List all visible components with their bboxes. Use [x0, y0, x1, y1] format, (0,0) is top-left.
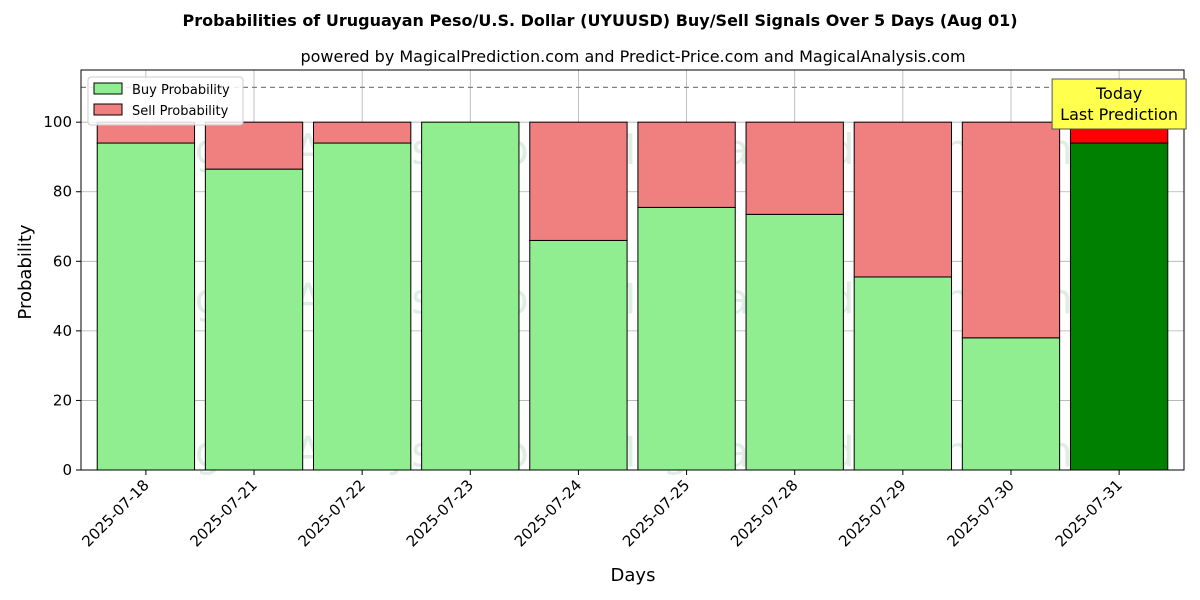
buy-bar: [961, 337, 1061, 471]
buy-bar: [745, 213, 844, 471]
y-tick-label: 100: [43, 113, 72, 131]
buy-bar: [204, 168, 304, 471]
y-axis-label: Probability: [15, 224, 36, 319]
y-tick-label: 0: [62, 461, 72, 479]
bars-layer: [96, 121, 1169, 471]
sell-bar: [961, 121, 1061, 339]
x-tick-label: 2025-07-24: [511, 476, 585, 550]
x-tick-label: 2025-07-29: [835, 476, 909, 550]
buy-bar: [637, 206, 736, 471]
buy-bar: [853, 276, 953, 471]
y-tick-label: 20: [53, 391, 72, 409]
y-tick-label: 60: [53, 252, 72, 270]
buy-bar: [1069, 142, 1169, 471]
legend: Buy Probability Sell Probability: [87, 76, 244, 126]
x-tick-label: 2025-07-28: [727, 476, 801, 550]
legend-swatch-buy: [93, 82, 123, 95]
x-tick-label: 2025-07-21: [186, 476, 260, 550]
x-tick-label: 2025-07-25: [619, 476, 693, 550]
y-tick-label: 80: [53, 183, 72, 201]
x-axis-label: Days: [611, 565, 656, 586]
today-annotation: Today Last Prediction: [1051, 78, 1187, 130]
sell-bar: [637, 121, 736, 208]
sell-bar: [312, 121, 412, 144]
buy-bar: [312, 142, 412, 471]
x-tick-label: 2025-07-30: [943, 476, 1017, 550]
sell-bar: [204, 121, 304, 170]
chart-title: Probabilities of Uruguayan Peso/U.S. Dol…: [182, 11, 1017, 30]
legend-swatch-sell: [93, 103, 123, 116]
x-tick-label: 2025-07-23: [403, 476, 477, 550]
sell-bar: [853, 121, 953, 278]
plot-frame: [80, 69, 1185, 471]
annotation-box: [1051, 78, 1187, 130]
legend-box: [87, 76, 244, 126]
buy-bar: [96, 142, 196, 471]
annotation-line-today: Today: [1095, 84, 1142, 103]
chart-subtitle: powered by MagicalPrediction.com and Pre…: [300, 47, 965, 66]
y-tick-label: 40: [53, 322, 72, 340]
x-tick-label: 2025-07-22: [295, 476, 369, 550]
legend-label-buy: Buy Probability: [132, 83, 230, 98]
buy-bar: [421, 121, 520, 471]
legend-label-sell: Sell Probability: [132, 104, 229, 119]
x-tick-label: 2025-07-18: [78, 476, 152, 550]
x-tick-label: 2025-07-31: [1052, 476, 1126, 550]
buy-bar: [529, 239, 628, 471]
sell-bar: [745, 121, 844, 215]
annotation-line-last-prediction: Last Prediction: [1060, 105, 1178, 124]
sell-bar: [529, 121, 628, 241]
